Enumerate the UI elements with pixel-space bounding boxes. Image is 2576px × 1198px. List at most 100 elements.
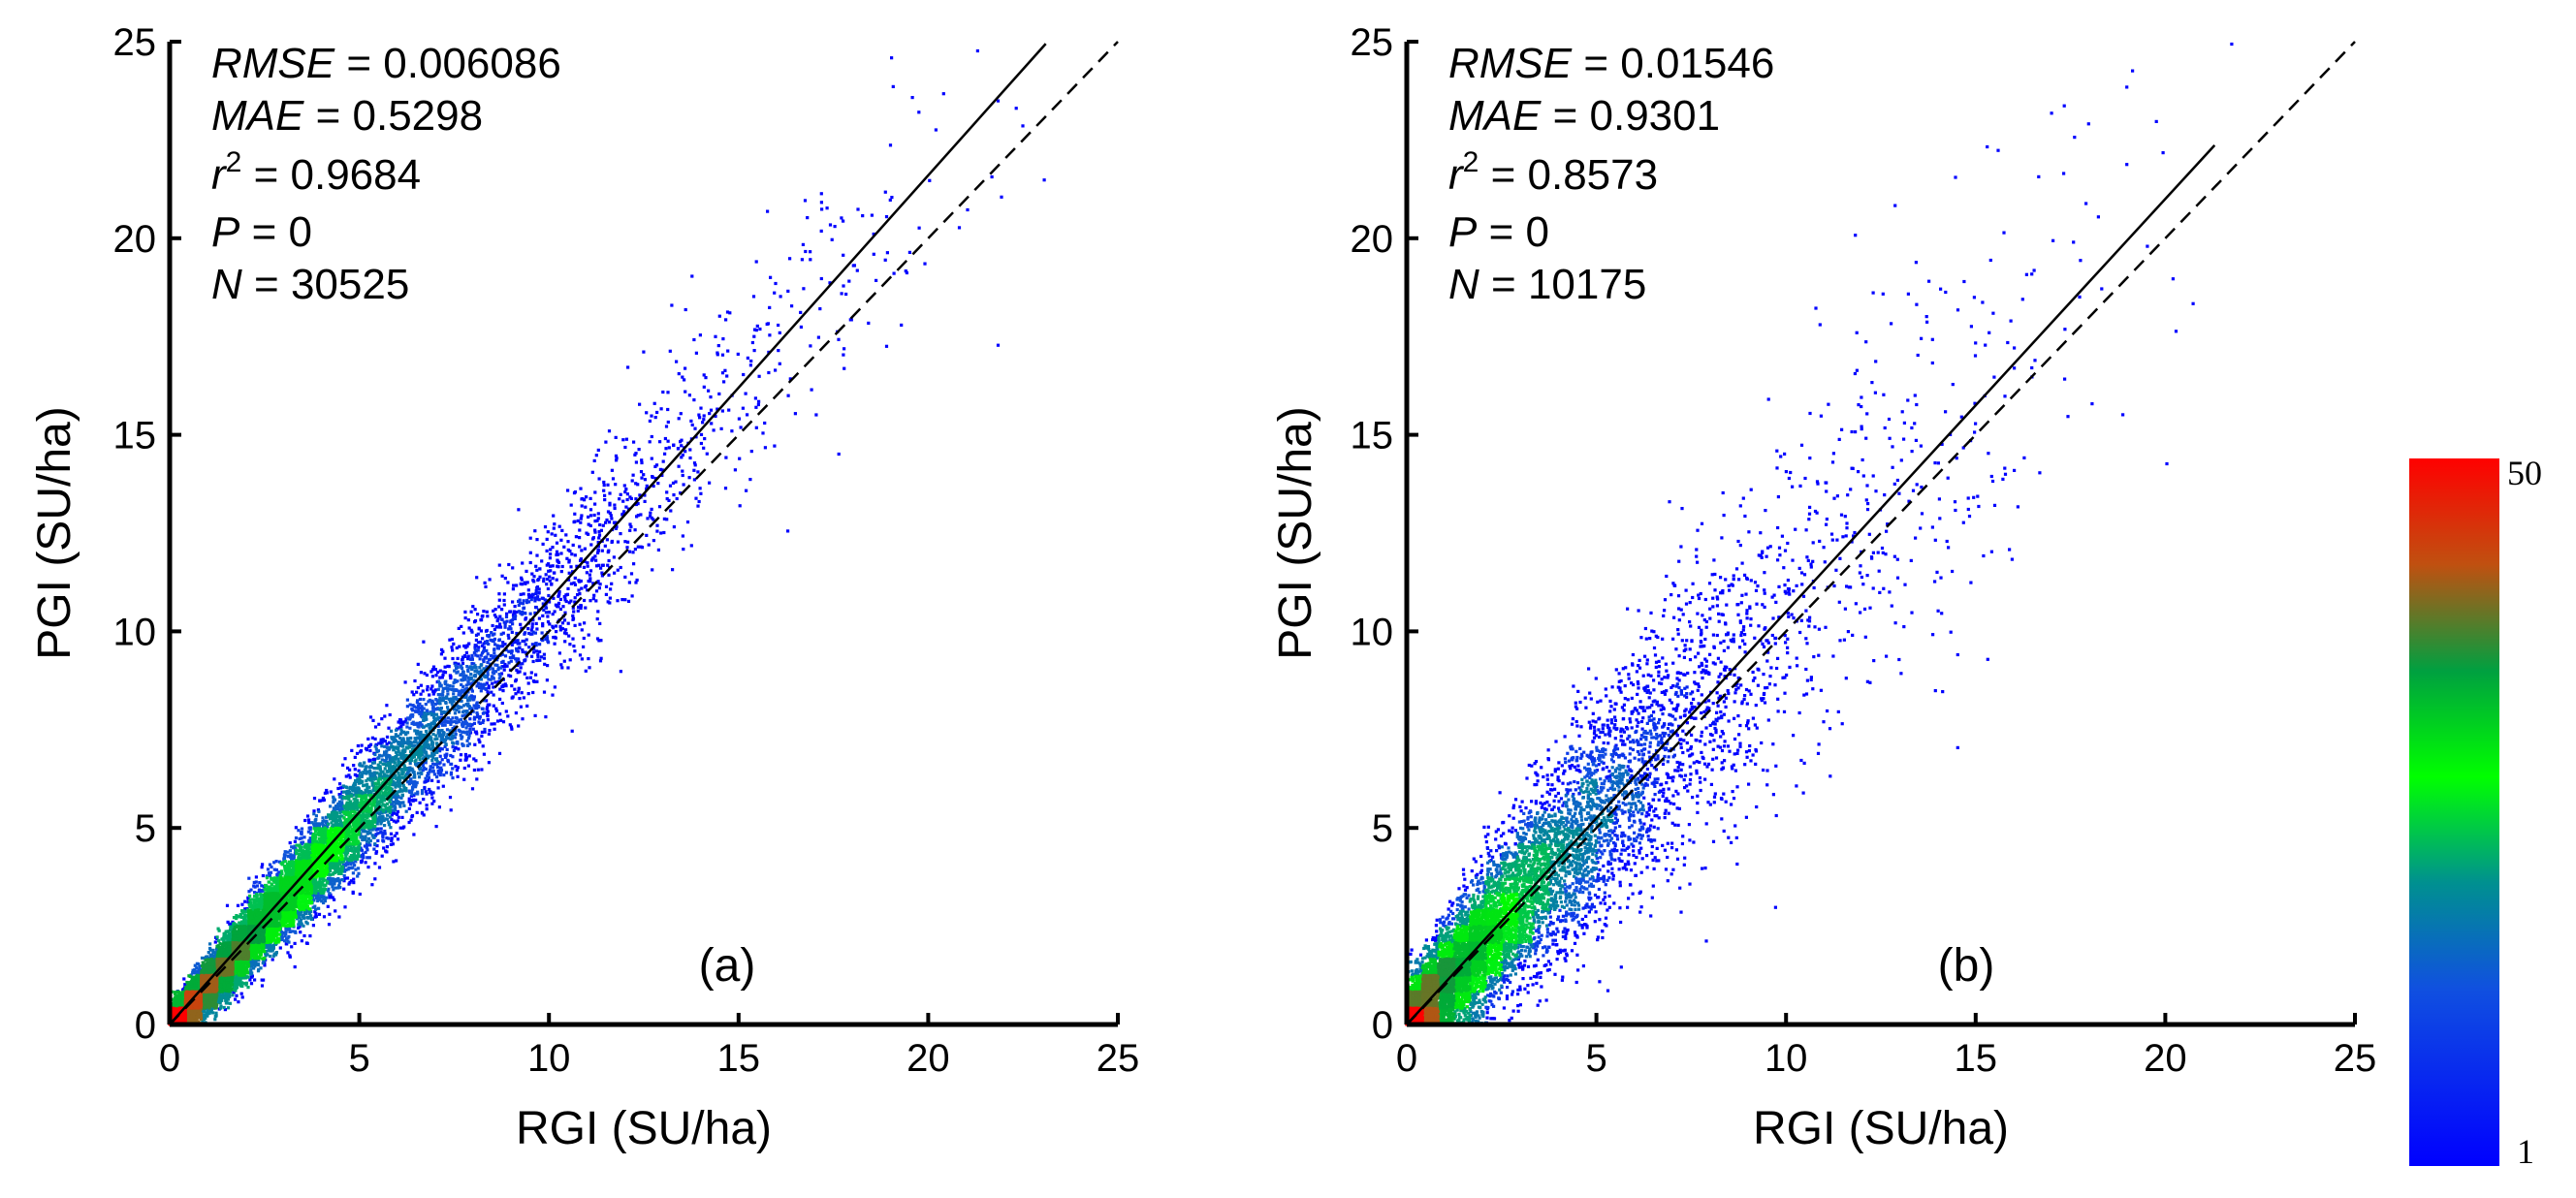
scatter-point [666, 420, 670, 425]
scatter-point [438, 698, 442, 702]
scatter-point [513, 612, 517, 615]
scatter-point [311, 841, 315, 846]
scatter-point [329, 894, 333, 898]
scatter-point [517, 724, 521, 728]
scatter-point [508, 610, 512, 614]
scatter-point [441, 689, 445, 694]
scatter-point [628, 528, 632, 532]
scatter-point [387, 823, 391, 827]
scatter-point [345, 792, 349, 796]
scatter-point [338, 786, 343, 790]
scatter-point [313, 839, 317, 843]
scatter-point [254, 898, 258, 902]
scatter-point [345, 802, 349, 806]
scatter-point [346, 766, 350, 770]
scatter-point [471, 605, 475, 609]
scatter-point [618, 497, 621, 501]
scatter-point [311, 839, 315, 843]
scatter-point [210, 956, 214, 960]
scatter-point [446, 687, 450, 691]
scatter-point [649, 511, 652, 515]
scatter-point [432, 800, 436, 804]
scatter-point [444, 755, 448, 759]
scatter-point [234, 923, 238, 927]
scatter-point [407, 769, 411, 772]
scatter-point [619, 670, 622, 674]
scatter-point [814, 413, 818, 417]
scatter-point [456, 766, 460, 770]
scatter-point [280, 937, 284, 941]
scatter-point [206, 1008, 209, 1013]
scatter-point [1000, 195, 1003, 199]
scatter-point [428, 770, 431, 773]
scatter-point [818, 307, 822, 311]
scatter-point [385, 777, 389, 781]
scatter-point [694, 351, 698, 355]
scatter-point [414, 709, 418, 713]
scatter-point [391, 810, 395, 814]
scatter-point [509, 725, 514, 729]
scatter-point [462, 674, 466, 678]
scatter-point [443, 717, 447, 721]
scatter-point [375, 802, 380, 805]
scatter-point [714, 334, 717, 338]
scatter-point [472, 678, 476, 682]
scatter-point [523, 639, 526, 644]
scatter-point [373, 804, 378, 809]
scatter-point [383, 740, 388, 743]
scatter-point [526, 588, 530, 592]
scatter-point [551, 577, 555, 581]
scatter-point [598, 659, 603, 663]
scatter-point [417, 708, 421, 711]
scatter-point [415, 763, 419, 767]
scatter-point [360, 861, 364, 865]
scatter-point [461, 730, 464, 734]
scatter-point [339, 871, 343, 875]
scatter-point [415, 701, 419, 705]
scatter-point [493, 632, 496, 636]
scatter-point [519, 666, 523, 670]
scatter-point [299, 913, 302, 917]
scatter-point [267, 880, 270, 884]
scatter-point [493, 647, 496, 651]
scatter-point [314, 912, 318, 916]
scatter-point [459, 691, 462, 696]
scatter-point [360, 743, 364, 747]
scatter-point [323, 819, 327, 823]
scatter-point [325, 819, 329, 823]
scatter-point [763, 446, 767, 450]
scatter-point [525, 601, 529, 605]
scatter-point [473, 730, 477, 734]
scatter-point [538, 575, 542, 579]
scatter-point [450, 687, 454, 692]
scatter-point [410, 793, 414, 797]
scatter-point [457, 728, 461, 732]
scatter-point [294, 826, 298, 830]
scatter-point [809, 258, 812, 262]
scatter-point [446, 716, 451, 720]
scatter-point [367, 744, 371, 748]
scatter-point [217, 939, 221, 943]
scatter-point [253, 895, 257, 898]
scatter-point [557, 524, 561, 528]
scatter-point [444, 710, 449, 714]
scatter-point [322, 895, 326, 898]
scatter-point [348, 791, 352, 795]
scatter-point [412, 775, 416, 779]
scatter-point [409, 780, 413, 784]
scatter-point [200, 956, 205, 960]
scatter-point [482, 752, 486, 756]
scatter-point [507, 661, 511, 665]
scatter-point [353, 864, 357, 867]
scatter-point [341, 763, 345, 767]
scatter-point [389, 745, 394, 749]
scatter-point [400, 775, 404, 779]
scatter-point [402, 804, 406, 807]
scatter-point [501, 631, 505, 635]
scatter-point [466, 711, 470, 715]
scatter-point [572, 520, 576, 524]
scatter-point [542, 577, 546, 581]
scatter-point [463, 719, 467, 723]
scatter-point [397, 741, 400, 744]
scatter-point [503, 622, 507, 626]
